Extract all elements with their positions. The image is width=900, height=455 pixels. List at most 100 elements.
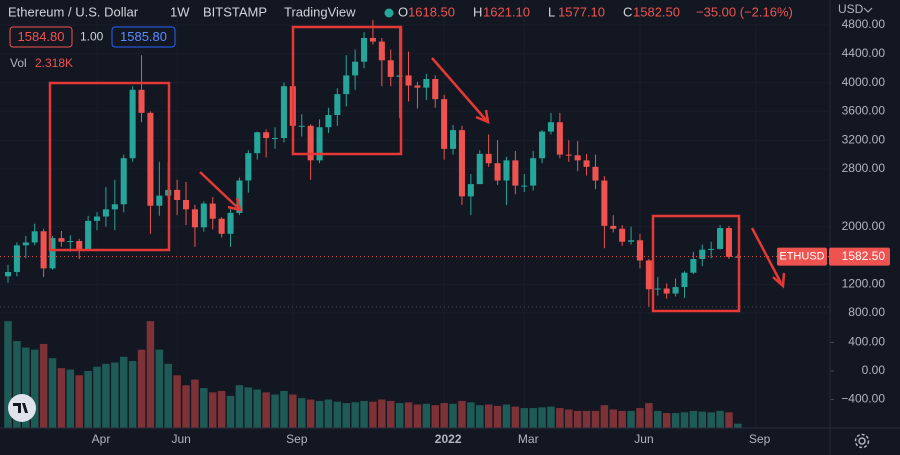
x-tick-label: Apr [92, 432, 111, 446]
ohlc-key: C [623, 4, 632, 19]
volume-bar [725, 412, 733, 428]
volume-bar [680, 412, 689, 428]
volume-bar [306, 399, 315, 428]
candle-body [467, 184, 474, 197]
bid-box[interactable] [9, 26, 73, 48]
candle-body [209, 203, 216, 219]
candle-body [307, 125, 314, 161]
currency[interactable]: USD [838, 2, 864, 16]
candle-body [717, 228, 724, 249]
volume-bar [547, 406, 555, 428]
logo[interactable] [8, 394, 36, 422]
volume-bar [39, 343, 48, 428]
volume-bar [164, 363, 172, 428]
candle-body [672, 287, 679, 294]
x-tick-label: 2022 [435, 432, 462, 446]
candle-body [645, 260, 652, 290]
volume-bar [556, 408, 564, 428]
volume-bar [413, 404, 422, 428]
candle-body [574, 155, 581, 161]
volume-bar [404, 402, 413, 428]
volume-bar [645, 403, 653, 428]
y-tick-label: 4800.00 [842, 17, 886, 31]
candle-body [565, 154, 572, 156]
candle-body [218, 218, 225, 234]
candle-body [200, 203, 207, 228]
candle-body [129, 89, 136, 159]
candle-body [485, 153, 492, 164]
candle-body [316, 127, 323, 161]
volume-bar [654, 410, 662, 428]
candle-body [601, 180, 608, 226]
candle-body [387, 60, 394, 77]
settings-icon[interactable] [854, 433, 870, 449]
y-tick-label: 3600.00 [842, 104, 886, 118]
volume-bar [716, 410, 724, 428]
candle-body [405, 75, 412, 86]
candle-body [521, 185, 528, 187]
candle-body [539, 131, 546, 159]
volume-bar [387, 400, 395, 428]
candle-body [280, 86, 287, 139]
volume-bar [84, 371, 92, 428]
volume-bar [342, 403, 350, 428]
arrow [750, 227, 783, 284]
candle-body [58, 238, 65, 242]
candle-body [725, 228, 733, 257]
volume-bar [467, 402, 475, 428]
volume-bar [671, 413, 680, 428]
ask[interactable]: 1585.80 [120, 29, 167, 44]
candle-body [272, 138, 279, 140]
ask-box[interactable] [111, 26, 176, 48]
candle-body [147, 112, 154, 206]
candle-body [40, 231, 47, 269]
candle-body [343, 75, 350, 95]
volume-bar [360, 400, 368, 428]
volume-bar [119, 356, 128, 428]
ohlc-value: 1618.50 [408, 4, 455, 19]
candle-body [476, 153, 483, 185]
volume-bar [208, 392, 217, 428]
volume-bar [351, 402, 359, 428]
candle-body [254, 132, 261, 154]
volume-bar [262, 392, 270, 428]
bid[interactable]: 1584.80 [18, 29, 65, 44]
volume-bar [662, 413, 671, 428]
candle-body [583, 160, 590, 167]
volume-bar [297, 398, 306, 428]
candle-body [361, 37, 368, 62]
candle-body [450, 130, 457, 149]
price-tag-text: 1582.50 [842, 249, 886, 263]
candle-body [592, 166, 599, 181]
y2-tick-label: −400.00 [841, 392, 885, 406]
candle-body [183, 199, 190, 210]
candle-body [13, 245, 20, 272]
volume-bar [502, 404, 511, 428]
ohlc-values: O 1618.50 H 1621.10 L 1577.10 C 1582.50 [398, 4, 680, 19]
currency-dropdown[interactable] [863, 7, 873, 13]
volume-bar [137, 349, 146, 428]
candle-body [93, 216, 101, 221]
volume-pane [4, 321, 742, 428]
y-tick-label: 4400.00 [842, 46, 886, 60]
x-tick-label: Jun [171, 432, 190, 446]
candle-body [263, 132, 270, 139]
volume-bar [582, 410, 591, 428]
x-tick-label: Sep [749, 432, 771, 446]
candle-body [245, 153, 252, 181]
candle-body [708, 248, 715, 250]
volume-bar [226, 395, 235, 428]
y-tick-label: 4000.00 [842, 75, 886, 89]
candle-body [530, 158, 537, 186]
candle-body [512, 160, 519, 186]
volume-bar [217, 390, 226, 428]
volume-bar [315, 400, 324, 428]
volume-bar [600, 405, 609, 428]
candle-body [628, 240, 635, 242]
arrowhead [227, 197, 242, 212]
volume-bar [734, 423, 742, 428]
y-tick-label: 1200.00 [842, 276, 886, 290]
candle-body [681, 272, 688, 288]
volume-bar [235, 385, 244, 428]
candle-body [432, 79, 439, 100]
